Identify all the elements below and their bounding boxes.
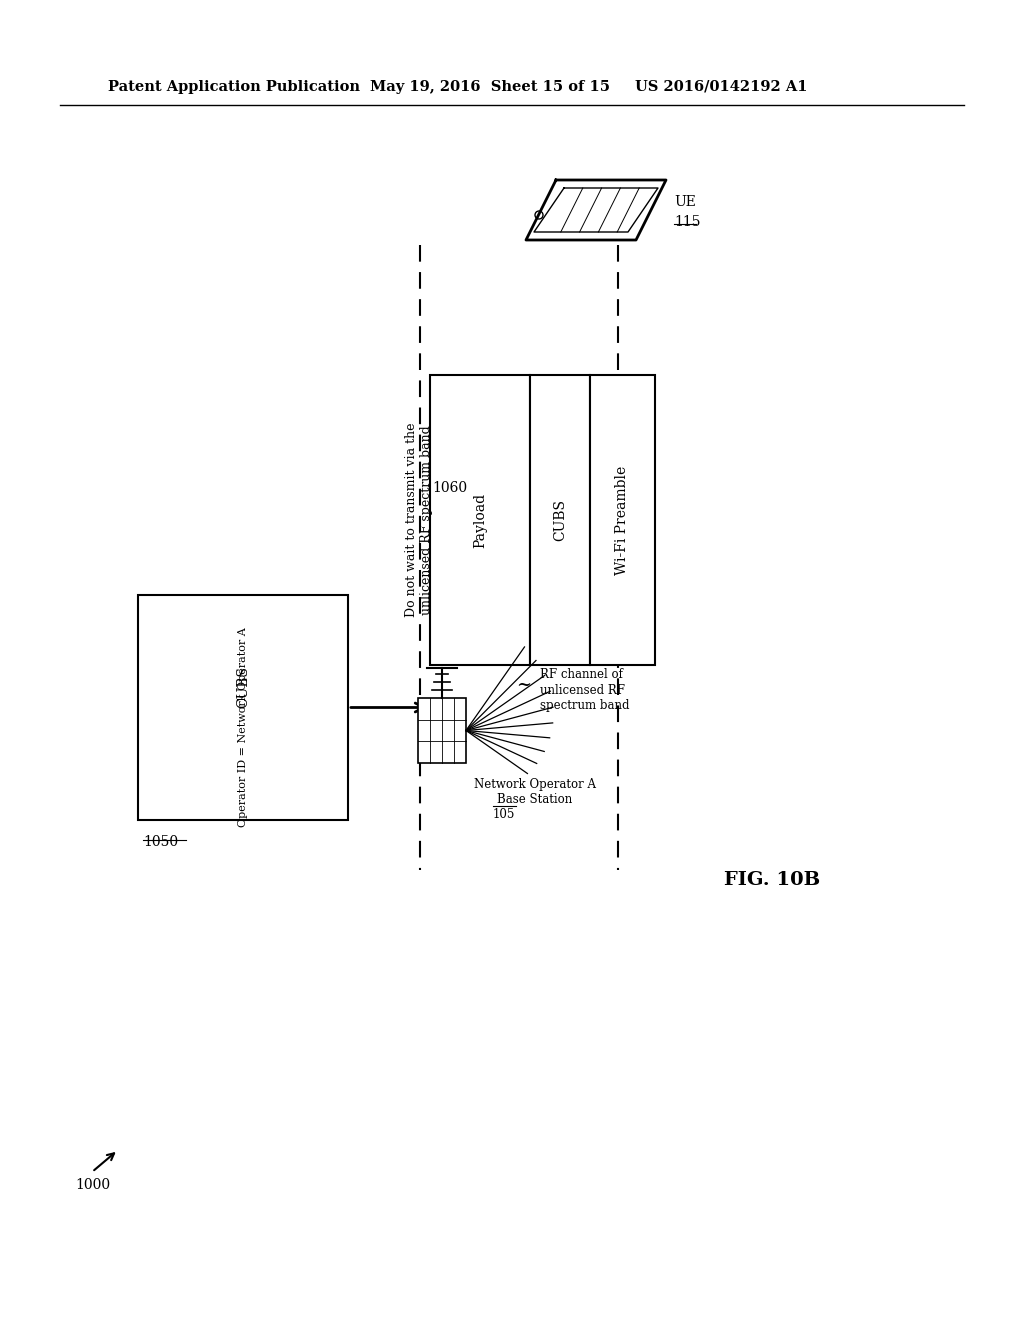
Text: 1050: 1050 xyxy=(143,836,178,849)
Text: Patent Application Publication: Patent Application Publication xyxy=(108,81,360,94)
Bar xyxy=(590,375,655,665)
Text: UE: UE xyxy=(674,195,696,209)
Text: Operator ID = Network Operator A: Operator ID = Network Operator A xyxy=(238,627,248,828)
Text: May 19, 2016  Sheet 15 of 15: May 19, 2016 Sheet 15 of 15 xyxy=(370,81,610,94)
Bar xyxy=(430,375,530,665)
Text: 1000: 1000 xyxy=(75,1177,111,1192)
Text: 115: 115 xyxy=(674,215,700,228)
Text: Wi-Fi Preamble: Wi-Fi Preamble xyxy=(615,466,630,574)
Text: 1060: 1060 xyxy=(432,480,467,495)
Bar xyxy=(138,595,348,820)
Bar xyxy=(530,375,590,665)
Text: ~: ~ xyxy=(516,676,531,694)
Text: Network Operator A
Base Station: Network Operator A Base Station xyxy=(474,777,596,807)
Bar xyxy=(418,698,466,763)
Text: RF channel of
unlicensed RF
spectrum band: RF channel of unlicensed RF spectrum ban… xyxy=(540,668,630,711)
Text: 105: 105 xyxy=(493,808,515,821)
Text: FIG. 10B: FIG. 10B xyxy=(724,871,820,888)
Text: CUBS: CUBS xyxy=(553,499,567,541)
Text: US 2016/0142192 A1: US 2016/0142192 A1 xyxy=(635,81,808,94)
Text: CUBS: CUBS xyxy=(236,667,250,709)
Text: Payload: Payload xyxy=(473,492,487,548)
Text: Do not wait to transmit via the
unlicensed RF spectrum band: Do not wait to transmit via the unlicens… xyxy=(406,422,433,618)
